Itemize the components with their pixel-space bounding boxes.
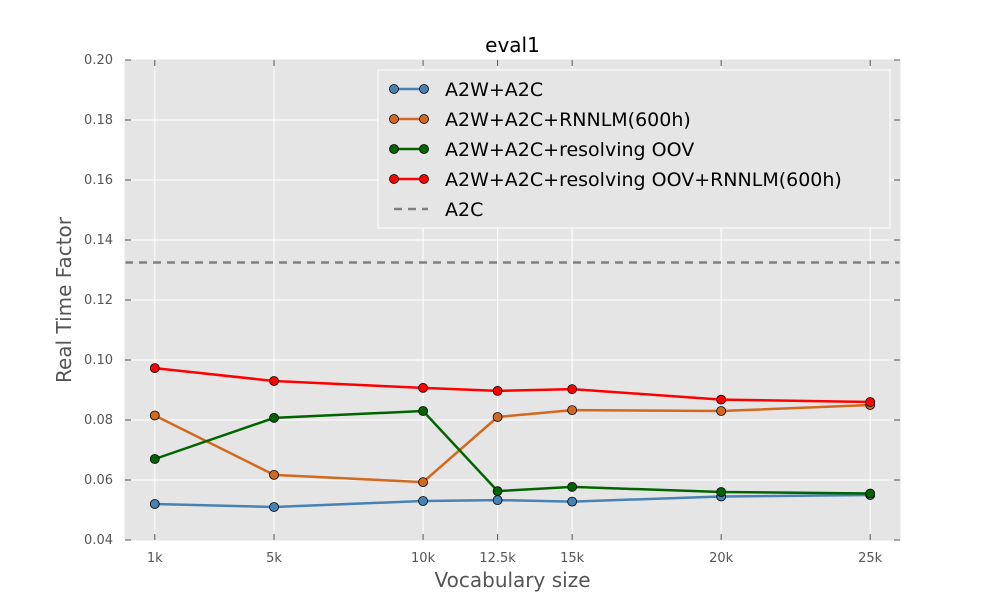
data-point-a2w-a2c-resolving-oov-rnnlm-600h: [865, 397, 876, 407]
legend-label: A2C: [445, 199, 483, 221]
data-point-a2w-a2c: [567, 496, 578, 507]
x-tick-label: 5k: [266, 551, 282, 566]
data-point-a2w-a2c-resolving-oov: [149, 454, 160, 464]
data-point-a2w-a2c-resolving-oov: [418, 406, 428, 416]
data-point-a2w-a2c: [149, 499, 160, 509]
data-point-a2w-a2c-resolving-oov: [716, 487, 727, 497]
legend-marker: [389, 84, 399, 94]
legend-marker: [389, 174, 399, 184]
legend-box: [377, 69, 891, 229]
data-point-a2w-a2c-resolving-oov-rnnlm-600h: [492, 385, 503, 396]
data-point-a2w-a2c-resolving-oov-rnnlm-600h: [716, 394, 727, 405]
y-tick-label: 0.10: [84, 353, 113, 368]
legend-label: A2W+A2C+resolving OOV: [445, 139, 694, 161]
x-tick-label: 12.5k: [479, 551, 516, 566]
x-tick-label: 10k: [411, 551, 436, 566]
x-tick-label: 1k: [147, 551, 163, 566]
x-tick-label: 25k: [858, 551, 883, 566]
legend: A2W+A2C A2W+A2C+RNNLM(600h) A2W+A2C+resolv…: [377, 69, 891, 229]
legend-label: A2W+A2C+resolving OOV+RNNLM(600h): [445, 169, 842, 191]
data-point-a2w-a2c: [492, 495, 503, 506]
data-point-a2w-a2c-rnnlm-600h: [716, 406, 727, 416]
y-tick-label: 0.20: [84, 53, 113, 68]
legend-marker: [419, 174, 429, 184]
data-point-a2w-a2c-resolving-oov: [865, 488, 876, 499]
data-point-a2w-a2c: [418, 496, 428, 506]
x-axis-title: Vocabulary size: [435, 568, 591, 592]
legend-marker: [389, 144, 399, 154]
data-point-a2w-a2c: [269, 502, 279, 512]
legend-marker: [419, 144, 429, 154]
legend-label: A2W+A2C: [445, 79, 543, 101]
data-point-a2w-a2c-resolving-oov-rnnlm-600h: [269, 376, 279, 386]
data-point-a2w-a2c-rnnlm-600h: [418, 477, 428, 488]
x-tick-label: 20k: [709, 551, 734, 566]
x-tick-label: 15k: [560, 551, 585, 566]
legend-marker: [419, 84, 429, 94]
y-tick-label: 0.06: [84, 473, 113, 488]
data-point-a2w-a2c-resolving-oov: [492, 486, 503, 497]
data-point-a2w-a2c-resolving-oov-rnnlm-600h: [149, 363, 160, 374]
y-axis-title: Real Time Factor: [52, 216, 76, 383]
legend-label: A2W+A2C+RNNLM(600h): [445, 109, 691, 131]
data-point-a2w-a2c-resolving-oov-rnnlm-600h: [418, 382, 428, 393]
data-point-a2w-a2c-rnnlm-600h: [492, 412, 503, 422]
legend-marker: [419, 114, 429, 124]
y-tick-label: 0.18: [84, 113, 113, 128]
data-point-a2w-a2c-resolving-oov: [269, 412, 279, 423]
y-tick-label: 0.14: [84, 233, 113, 248]
chart-title: eval1: [485, 33, 540, 57]
data-point-a2w-a2c-rnnlm-600h: [269, 469, 279, 480]
y-tick-label: 0.16: [84, 173, 113, 188]
legend-marker: [389, 114, 399, 124]
data-point-a2w-a2c-resolving-oov-rnnlm-600h: [567, 384, 578, 395]
tick-labels: 0.04 0.06 0.08 0.10 0.12 0.14 0.16 0.18 0.20 1k 5k…: [84, 53, 900, 566]
data-point-a2w-a2c-rnnlm-600h: [567, 405, 578, 416]
y-tick-label: 0.08: [84, 413, 113, 428]
data-point-a2w-a2c-resolving-oov: [567, 481, 578, 492]
y-tick-label: 0.12: [84, 293, 113, 308]
data-point-a2w-a2c-rnnlm-600h: [149, 410, 160, 421]
y-tick-label: 0.04: [84, 533, 113, 548]
